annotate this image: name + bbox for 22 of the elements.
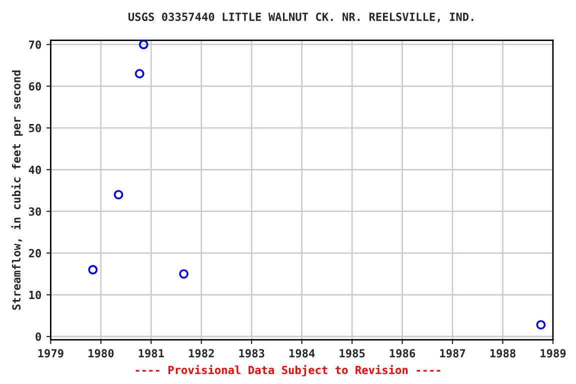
y-axis-title: Streamflow, in cubic feet per second	[11, 70, 23, 310]
x-tick-label: 1979	[38, 349, 64, 358]
y-tick-label: 50	[29, 124, 41, 132]
y-tick-label: 30	[28, 207, 41, 216]
chart-title: USGS 03357440 LITTLE WALNUT CK. NR. REELSVILLE, IND.	[128, 12, 474, 22]
x-tick-label: 1983	[239, 349, 264, 358]
x-tick-label: 1981	[138, 349, 164, 358]
x-tick-label: 1987	[440, 349, 466, 358]
text: ---- Provisional Data Subject to Revision ----	[136, 364, 440, 376]
x-tick-label: 1980	[88, 349, 114, 358]
x-tick-label: 1984	[289, 349, 315, 358]
x-tick-label: 1985	[340, 349, 365, 358]
x-tick-label: 1986	[390, 349, 416, 358]
y-tick-label: 0	[36, 332, 41, 341]
y-tick-label: 60	[28, 82, 41, 91]
y-tick-label: 10	[29, 290, 41, 300]
y-tick-label: 40	[28, 166, 41, 174]
x-tick-label: 1982	[189, 349, 214, 358]
x-tick-label: 1989	[540, 349, 566, 358]
x-tick-label: 1988	[490, 349, 516, 358]
y-tick-label: 70	[29, 40, 41, 49]
y-tick-label: 20	[28, 249, 41, 258]
